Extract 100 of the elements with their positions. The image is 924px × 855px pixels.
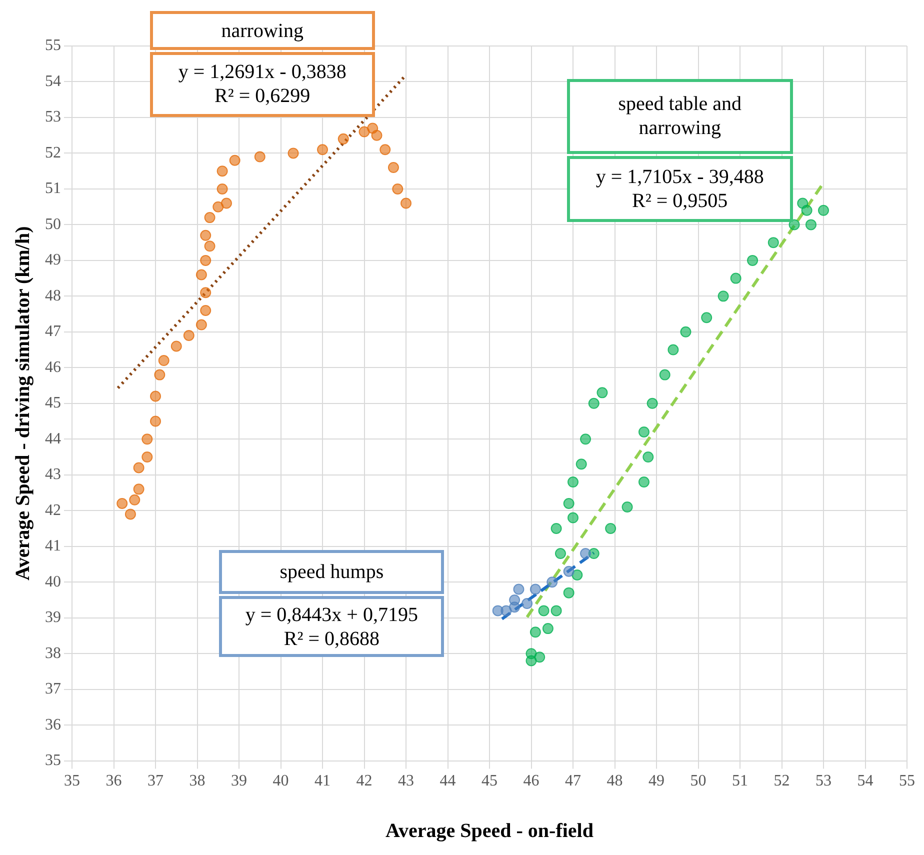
x-tick-label: 51 bbox=[732, 772, 748, 790]
point bbox=[538, 605, 550, 616]
x-tick-label: 45 bbox=[482, 772, 498, 790]
y-tick-label: 44 bbox=[45, 430, 61, 448]
point bbox=[129, 494, 140, 506]
y-tick-label: 43 bbox=[45, 466, 61, 484]
y-tick-label: 40 bbox=[45, 573, 61, 590]
point bbox=[200, 230, 212, 241]
point bbox=[288, 148, 299, 159]
x-tick-label: 39 bbox=[231, 772, 247, 790]
point bbox=[576, 458, 587, 470]
point bbox=[124, 508, 136, 520]
y-tick-label: 37 bbox=[45, 680, 61, 698]
point bbox=[605, 522, 616, 534]
point bbox=[380, 144, 391, 156]
point bbox=[200, 304, 212, 316]
point bbox=[530, 584, 541, 595]
x-tick-label: 52 bbox=[774, 772, 790, 790]
y-tick-label: 45 bbox=[45, 394, 61, 412]
annotation: R² = 0,6299 bbox=[214, 84, 310, 108]
point bbox=[371, 130, 382, 141]
y-tick-label: 42 bbox=[45, 502, 61, 519]
point bbox=[183, 330, 194, 341]
point bbox=[526, 655, 537, 666]
y-tick-label: 52 bbox=[45, 144, 61, 162]
point bbox=[588, 398, 600, 409]
point bbox=[200, 287, 212, 298]
y-tick-label: 51 bbox=[45, 180, 61, 198]
point bbox=[212, 201, 224, 212]
x-axis-title: Average Speed - on-field bbox=[386, 820, 594, 842]
point bbox=[200, 254, 212, 266]
point bbox=[133, 462, 144, 474]
point bbox=[220, 198, 232, 209]
point bbox=[580, 548, 592, 560]
point bbox=[550, 605, 562, 616]
y-tick-label: 35 bbox=[45, 752, 61, 770]
point bbox=[500, 605, 512, 616]
point bbox=[142, 434, 153, 445]
point bbox=[196, 269, 207, 280]
point bbox=[196, 319, 207, 330]
point bbox=[170, 340, 182, 352]
point bbox=[768, 237, 779, 248]
x-tick-label: 38 bbox=[189, 772, 206, 790]
x-tick-label: 37 bbox=[148, 772, 164, 790]
point bbox=[718, 290, 729, 302]
point bbox=[530, 626, 541, 638]
point bbox=[317, 144, 328, 156]
x-tick-label: 41 bbox=[314, 772, 330, 790]
point bbox=[563, 498, 574, 509]
point bbox=[509, 594, 520, 606]
annotation: y = 0,8443x + 0,7195 bbox=[245, 602, 418, 627]
point bbox=[204, 212, 216, 224]
x-tick-label: 55 bbox=[899, 772, 915, 790]
point bbox=[358, 126, 370, 138]
point bbox=[797, 198, 808, 209]
point bbox=[229, 154, 240, 166]
x-tick-label: 50 bbox=[690, 772, 706, 790]
point bbox=[701, 312, 712, 324]
annotation: R² = 0,9505 bbox=[632, 188, 728, 213]
y-axis-title: Average Speed - driving simulator (km/h) bbox=[12, 226, 34, 581]
point bbox=[158, 355, 170, 366]
annotation: y = 1,7105x - 39,488 bbox=[596, 164, 764, 189]
annotation: speed humps bbox=[280, 560, 384, 584]
point bbox=[572, 569, 583, 580]
point bbox=[554, 548, 566, 560]
x-tick-label: 54 bbox=[857, 772, 874, 790]
point bbox=[513, 584, 524, 595]
point bbox=[580, 434, 592, 445]
x-tick-label: 42 bbox=[356, 772, 372, 790]
point bbox=[204, 240, 216, 252]
y-tick-label: 54 bbox=[45, 72, 61, 90]
point bbox=[546, 576, 558, 588]
point bbox=[568, 476, 578, 488]
point bbox=[659, 369, 670, 380]
point bbox=[805, 219, 816, 230]
point bbox=[388, 162, 399, 174]
point bbox=[550, 522, 562, 534]
point bbox=[133, 484, 144, 495]
point bbox=[788, 219, 800, 230]
point bbox=[150, 390, 161, 402]
point bbox=[638, 476, 650, 488]
point bbox=[642, 452, 654, 463]
x-tick-label: 49 bbox=[648, 772, 664, 790]
y-tick-label: 46 bbox=[45, 358, 61, 376]
x-tick-label: 36 bbox=[106, 772, 122, 790]
point bbox=[668, 344, 679, 356]
point bbox=[338, 133, 349, 144]
point bbox=[254, 151, 266, 162]
point bbox=[116, 498, 128, 509]
x-tick-label: 47 bbox=[565, 772, 581, 790]
point bbox=[747, 254, 758, 266]
point bbox=[400, 198, 412, 209]
point bbox=[622, 502, 633, 513]
x-tick-label: 44 bbox=[440, 772, 456, 790]
point bbox=[522, 598, 533, 610]
x-tick-label: 40 bbox=[272, 772, 289, 790]
y-tick-label: 48 bbox=[45, 287, 61, 304]
point bbox=[563, 566, 574, 577]
y-tick-label: 36 bbox=[45, 716, 61, 734]
annotation: y = 1,2691x - 0,3838 bbox=[178, 60, 346, 84]
